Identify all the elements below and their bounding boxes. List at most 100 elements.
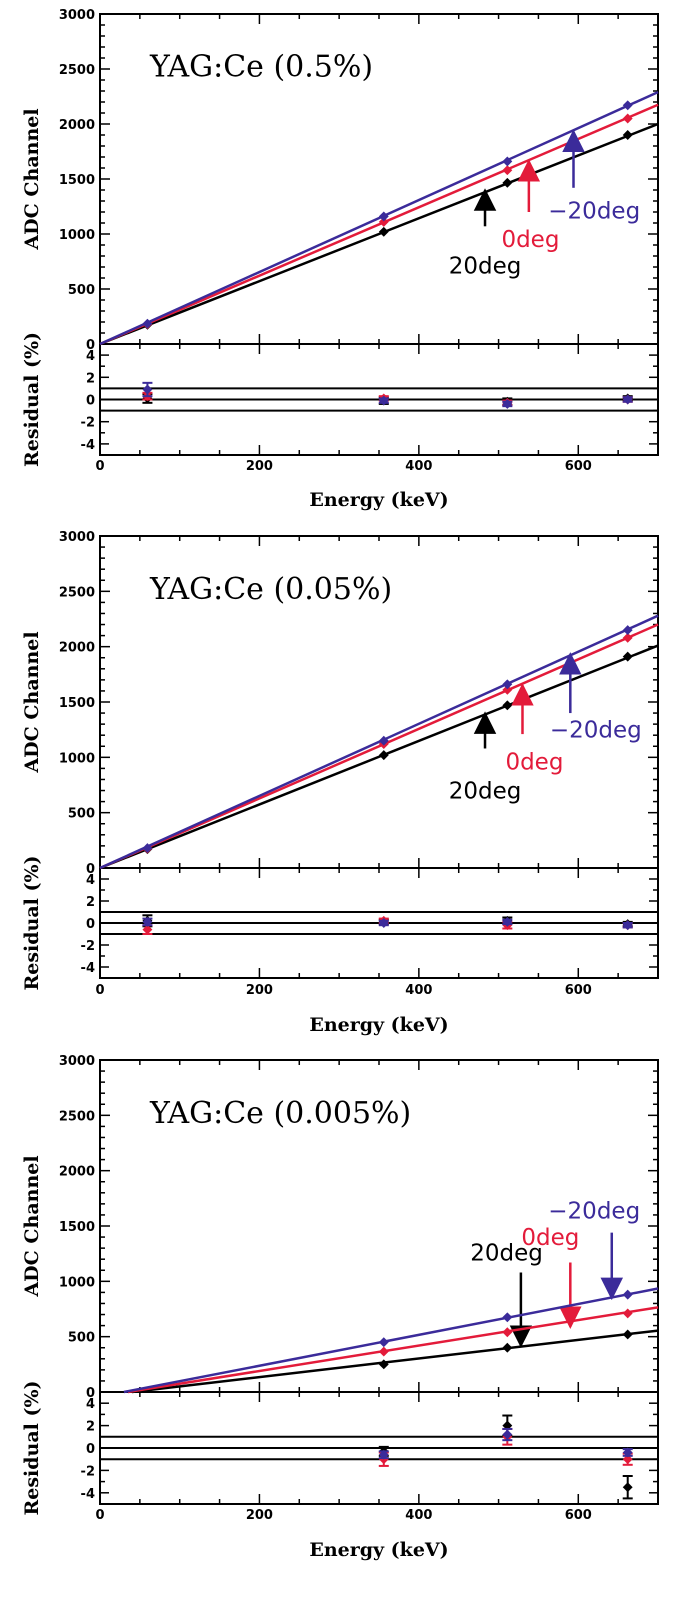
data-point: [502, 1327, 513, 1338]
chart-panel-1: 0 200 400 600 0 500 1000 1500 2000 2500 3000 -4 -2 0 2…: [21, 8, 659, 511]
residual-tick-label: -4: [81, 1487, 95, 1502]
series-label: 20deg: [449, 778, 522, 804]
x-tick-label: 0: [95, 1508, 104, 1523]
y-tick-label: 2000: [59, 118, 95, 133]
series-label: −20deg: [550, 717, 642, 743]
residual-tick-label: 0: [86, 1442, 95, 1457]
data-point: [502, 684, 513, 695]
residual-tick-label: 0: [86, 394, 95, 409]
residual-tick-label: -2: [81, 1464, 95, 1479]
series-2: 0deg: [127, 1225, 659, 1467]
data-point: [502, 165, 513, 176]
chart-panel-3: 0 200 400 600 0 500 1000 1500 2000 2500 3000 -4 -2 0 2…: [21, 1054, 659, 1561]
residual-tick-label: -2: [81, 416, 95, 431]
y-tick-label: 1000: [59, 1275, 95, 1290]
x-tick-label: 200: [246, 459, 273, 474]
x-tick-label: 200: [246, 1508, 273, 1523]
residual-axis-title: Residual (%): [21, 332, 43, 467]
data-point: [378, 211, 389, 222]
residual-tick-label: 0: [86, 917, 95, 932]
chart-panel-2: 0 200 400 600 0 500 1000 1500 2000 2500 3000 -4 -2 0 2…: [21, 530, 659, 1036]
fit-line: [123, 1287, 659, 1394]
x-tick-label: 600: [565, 983, 592, 998]
y-tick-label: 1000: [59, 228, 95, 243]
residual-point: [142, 384, 153, 395]
data-point: [622, 625, 633, 636]
series-1: 20deg: [99, 644, 659, 930]
y-tick-label: 500: [68, 807, 95, 822]
y-tick-label: 1000: [59, 751, 95, 766]
y-tick-label: 1500: [59, 1220, 95, 1235]
residual-point: [142, 924, 153, 935]
residual-point: [622, 1482, 633, 1493]
data-point: [622, 651, 633, 662]
x-tick-label: 400: [405, 1508, 432, 1523]
fit-line: [99, 644, 659, 870]
x-axis-title: Energy (keV): [309, 1014, 448, 1036]
data-point: [378, 735, 389, 746]
series-3: −20deg: [99, 90, 659, 409]
residual-tick-label: 2: [86, 895, 95, 910]
y-tick-label: 0: [86, 862, 95, 877]
residual-tick-label: -2: [81, 939, 95, 954]
fit-line: [99, 122, 659, 346]
data-point: [142, 318, 153, 329]
fit-line: [127, 1306, 659, 1394]
x-tick-label: 400: [405, 983, 432, 998]
series-label: 20deg: [449, 254, 522, 280]
residual-point: [502, 916, 513, 927]
data-point: [378, 1346, 389, 1357]
data-point: [622, 113, 633, 124]
data-point: [502, 1342, 513, 1353]
y-axis-title: ADC Channel: [21, 108, 43, 250]
x-tick-label: 400: [405, 459, 432, 474]
y-tick-label: 2500: [59, 1109, 95, 1124]
residual-point: [502, 1429, 513, 1440]
panel-title: YAG:Ce (0.5%): [149, 50, 373, 85]
series-label: −20deg: [548, 199, 640, 225]
series-label: 20deg: [470, 1240, 543, 1266]
data-point: [378, 1337, 389, 1348]
y-tick-label: 500: [68, 283, 95, 298]
y-axis-title: ADC Channel: [21, 1155, 43, 1297]
data-point: [622, 1308, 633, 1319]
data-point: [622, 130, 633, 140]
residual-point: [142, 916, 153, 927]
y-tick-label: 2000: [59, 641, 95, 656]
y-tick-label: 3000: [59, 8, 95, 23]
data-point: [502, 1312, 513, 1323]
residual-tick-label: 4: [86, 873, 95, 888]
panel-title: YAG:Ce (0.05%): [149, 572, 392, 607]
series-1: 20deg: [131, 1240, 659, 1500]
data-point: [502, 156, 513, 167]
y-tick-label: 3000: [59, 1054, 95, 1069]
y-tick-label: 3000: [59, 530, 95, 545]
data-point: [378, 226, 389, 237]
data-point: [502, 177, 513, 188]
residual-tick-label: -4: [81, 961, 95, 976]
y-axis-title: ADC Channel: [21, 631, 43, 773]
x-tick-label: 600: [565, 1508, 592, 1523]
residual-point: [378, 918, 389, 928]
data-point: [502, 679, 513, 690]
data-point: [622, 1289, 633, 1300]
residual-point: [378, 395, 389, 406]
y-tick-label: 1500: [59, 173, 95, 188]
residual-axis-title: Residual (%): [21, 1380, 43, 1515]
y-tick-label: 1500: [59, 696, 95, 711]
data-point: [142, 843, 153, 854]
residual-point: [502, 398, 513, 409]
series-label: 0deg: [501, 227, 559, 253]
x-axis-title: Energy (keV): [309, 1539, 448, 1561]
fit-line: [131, 1329, 659, 1394]
data-point: [502, 700, 513, 711]
series-label: 0deg: [505, 750, 563, 776]
residual-tick-label: 4: [86, 349, 95, 364]
series-3: −20deg: [99, 614, 659, 931]
y-tick-label: 2500: [59, 585, 95, 600]
data-point: [622, 100, 633, 111]
y-tick-label: 2500: [59, 63, 95, 78]
y-tick-label: 0: [86, 338, 95, 353]
residual-tick-label: 2: [86, 371, 95, 386]
